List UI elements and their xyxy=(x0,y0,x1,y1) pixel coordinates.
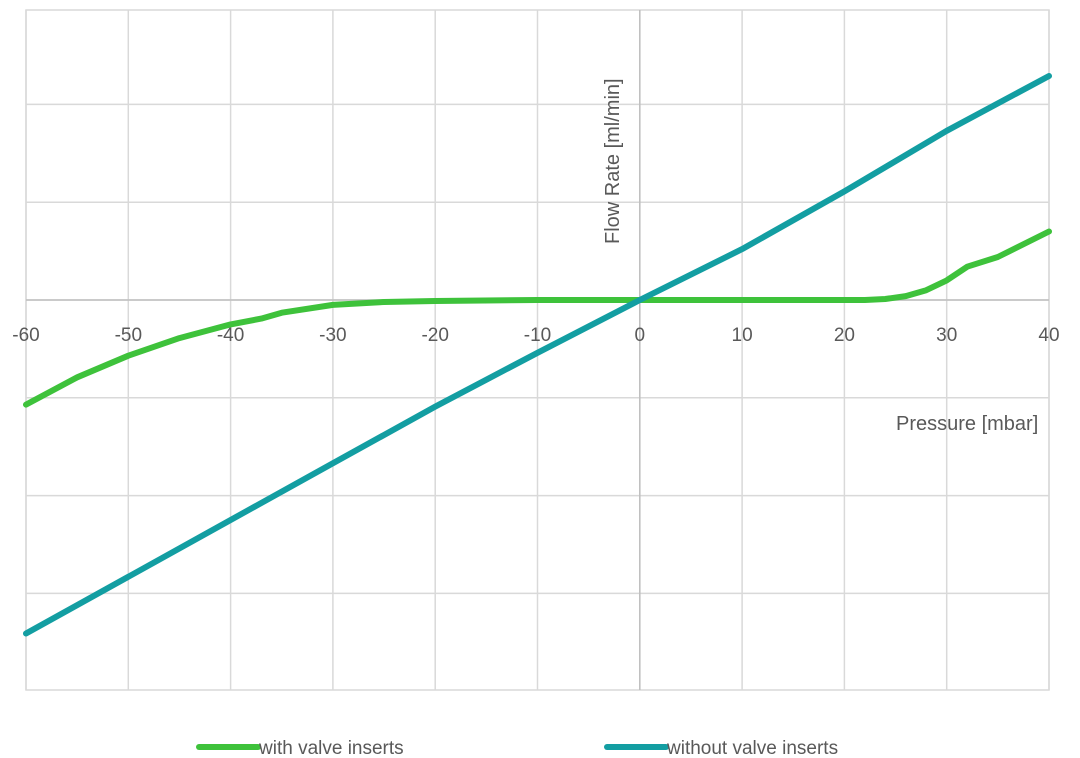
series xyxy=(23,73,1052,637)
series-line-without-valve-inserts xyxy=(23,73,1052,637)
legend-label-without-valve-inserts: without valve inserts xyxy=(666,738,838,758)
legend-label-with-valve-inserts: with valve inserts xyxy=(258,738,404,758)
x-tick-label: -40 xyxy=(217,325,244,346)
x-tick-label: -50 xyxy=(115,325,142,346)
x-tick-label: 20 xyxy=(834,325,855,346)
legend-item-with-valve-inserts: with valve inserts xyxy=(196,738,404,758)
x-axis-title: Pressure [mbar] xyxy=(896,413,1038,435)
x-tick-label: -60 xyxy=(12,325,39,346)
legend-item-without-valve-inserts: without valve inserts xyxy=(604,738,838,758)
x-tick-label: 30 xyxy=(936,325,957,346)
x-tick-label: -30 xyxy=(319,325,346,346)
x-tick-label: 40 xyxy=(1038,325,1059,346)
x-tick-label: 10 xyxy=(732,325,753,346)
series-line-with-valve-inserts xyxy=(23,228,1052,408)
tick-labels: -60 -50 -40 -30 -20 -10 0 10 20 30 40 xyxy=(12,325,1059,346)
x-tick-label: -10 xyxy=(524,325,551,346)
x-tick-label: 0 xyxy=(635,325,646,346)
x-tick-label: -20 xyxy=(421,325,448,346)
y-axis-title: Flow Rate [ml/min] xyxy=(602,78,624,244)
legend: with valve inserts without valve inserts xyxy=(196,738,838,758)
grid xyxy=(25,9,1050,691)
